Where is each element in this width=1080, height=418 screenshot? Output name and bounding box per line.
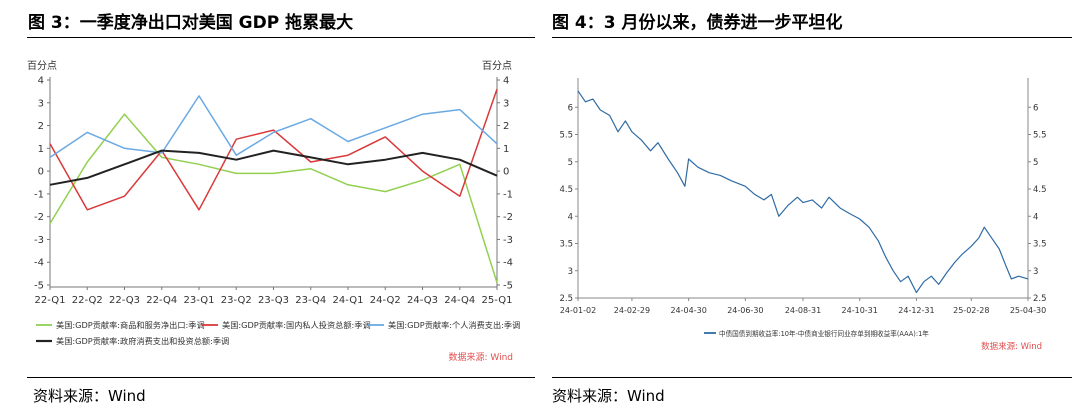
y-tick-label-right: 6 xyxy=(1033,103,1038,113)
right-top-rule xyxy=(552,37,1072,38)
x-tick-label: 24-Q2 xyxy=(370,295,401,306)
x-tick-label: 24-Q3 xyxy=(407,295,438,306)
x-tick-label: 23-Q1 xyxy=(184,295,215,306)
x-tick-label: 23-Q3 xyxy=(258,295,289,306)
y-tick-label: 4 xyxy=(38,76,44,87)
y-tick-label-right: 2 xyxy=(503,121,509,132)
x-tick-label: 24-Q4 xyxy=(444,295,475,306)
y-tick-label-right: -3 xyxy=(503,235,513,246)
x-tick-label: 22-Q2 xyxy=(72,295,103,306)
x-tick-label: 24-06-30 xyxy=(727,306,763,315)
bond-spread-chart: 2.5 2.5 3 3 3.5 3.5 4 4 4.5 4.5 5 5 5.5 5.5 6 6 24-01-02… xyxy=(559,78,1047,352)
left-figure-title: 图 3：一季度净出口对美国 GDP 拖累最大 xyxy=(28,13,354,33)
right-figure-title: 图 4：3 月份以来，债券进一步平坦化 xyxy=(552,13,843,33)
legend-label: 美国:GDP贡献率:国内私人投资总额:季调 xyxy=(222,320,371,330)
y-tick-label-right: 3.5 xyxy=(1033,240,1047,250)
left-axis-unit: 百分点 xyxy=(27,60,57,72)
y-tick-label-right: 1 xyxy=(503,144,509,155)
x-tick-label: 24-02-29 xyxy=(614,306,650,315)
right-axis-unit: 百分点 xyxy=(482,60,512,72)
x-tick-label: 24-Q1 xyxy=(333,295,364,306)
left-bottom-rule xyxy=(27,377,535,378)
x-tick-label: 24-04-30 xyxy=(670,306,706,315)
y-tick-label: -4 xyxy=(34,258,44,269)
y-tick-label: 2.5 xyxy=(559,294,573,304)
y-tick-label: -5 xyxy=(34,281,44,292)
x-tick-label: 24-10-31 xyxy=(842,306,878,315)
data-source-watermark: 数据来源: Wind xyxy=(448,351,513,363)
left-top-rule xyxy=(27,37,535,38)
y-tick-label-right: 4 xyxy=(1033,212,1038,222)
y-tick-label-right: 4.5 xyxy=(1033,185,1047,195)
y-tick-label: 3.5 xyxy=(559,240,573,250)
series-line-blue xyxy=(49,95,498,159)
x-tick-label: 22-Q4 xyxy=(146,295,177,306)
series-line-red xyxy=(49,88,498,211)
y-tick-label: -1 xyxy=(34,189,44,200)
series-line-spread xyxy=(577,90,1029,294)
x-tick-label: 25-02-28 xyxy=(953,306,989,315)
y-tick-label: 5.5 xyxy=(559,131,573,141)
x-tick-label: 24-12-31 xyxy=(898,306,934,315)
y-tick-label: 4 xyxy=(568,212,573,222)
right-source-note: 资料来源：Wind xyxy=(552,387,665,405)
y-tick-label-right: -4 xyxy=(503,258,513,269)
x-tick-label: 22-Q3 xyxy=(109,295,140,306)
y-tick-label: 2 xyxy=(38,121,44,132)
y-tick-label-right: 0 xyxy=(503,167,509,178)
y-tick-label-right: 3 xyxy=(1033,267,1038,277)
y-tick-label-right: 5 xyxy=(1033,158,1038,168)
right-bottom-rule xyxy=(552,377,1072,378)
data-source-watermark: 数据来源: Wind xyxy=(981,341,1042,352)
series-line-green xyxy=(49,113,498,283)
y-tick-label: -3 xyxy=(34,235,44,246)
y-tick-label: -2 xyxy=(34,212,44,223)
y-tick-label-right: -1 xyxy=(503,189,513,200)
y-tick-label: 1 xyxy=(38,144,44,155)
x-tick-label: 22-Q1 xyxy=(35,295,66,306)
x-tick-label: 24-01-02 xyxy=(560,306,596,315)
legend-label: 美国:GDP贡献率:商品和服务净出口:季调 xyxy=(56,320,205,330)
legend-label: 中债国债到期收益率:10年-中债商业银行同业存单到期收益率(AAA):1年 xyxy=(719,329,929,338)
x-tick-label: 25-04-30 xyxy=(1010,306,1046,315)
y-tick-label-right: 4 xyxy=(503,76,509,87)
y-tick-label: 0 xyxy=(38,167,44,178)
right-figure-panel: 图 4：3 月份以来，债券进一步平坦化 2.5 2.5 3 3 3.5 3.5 4 4 4.5 4… xyxy=(548,0,1080,418)
y-tick-label-right: 3 xyxy=(503,98,509,109)
y-tick-label: 3 xyxy=(38,98,44,109)
legend-label: 美国:GDP贡献率:政府消费支出和投资总额:季调 xyxy=(56,336,229,346)
left-source-note: 资料来源：Wind xyxy=(33,387,146,405)
x-tick-label: 25-Q1 xyxy=(482,295,513,306)
x-tick-label: 24-08-31 xyxy=(785,306,821,315)
series-line-black xyxy=(49,149,498,186)
y-tick-label: 5 xyxy=(568,158,573,168)
x-tick-label: 23-Q4 xyxy=(295,295,326,306)
y-tick-label-right: 5.5 xyxy=(1033,131,1047,141)
gdp-contribution-chart: 百分点 百分点 -5 -5 -4 -4 -3 -3 -2 -2 -1 -1 0 0 1 1 2 2 3 3 4 4 22-Q… xyxy=(27,60,520,363)
y-tick-label-right: -2 xyxy=(503,212,513,223)
legend-label: 美国:GDP贡献率:个人消费支出:季调 xyxy=(388,320,520,330)
y-tick-label-right: -5 xyxy=(503,281,513,292)
left-figure-panel: 图 3：一季度净出口对美国 GDP 拖累最大 百分点 百分点 -5 -5 -4 -4 -3 -… xyxy=(0,0,535,418)
y-tick-label: 6 xyxy=(568,103,573,113)
y-tick-label: 3 xyxy=(568,267,573,277)
x-tick-label: 23-Q2 xyxy=(221,295,252,306)
y-tick-label-right: 2.5 xyxy=(1033,294,1047,304)
y-tick-label: 4.5 xyxy=(559,185,573,195)
